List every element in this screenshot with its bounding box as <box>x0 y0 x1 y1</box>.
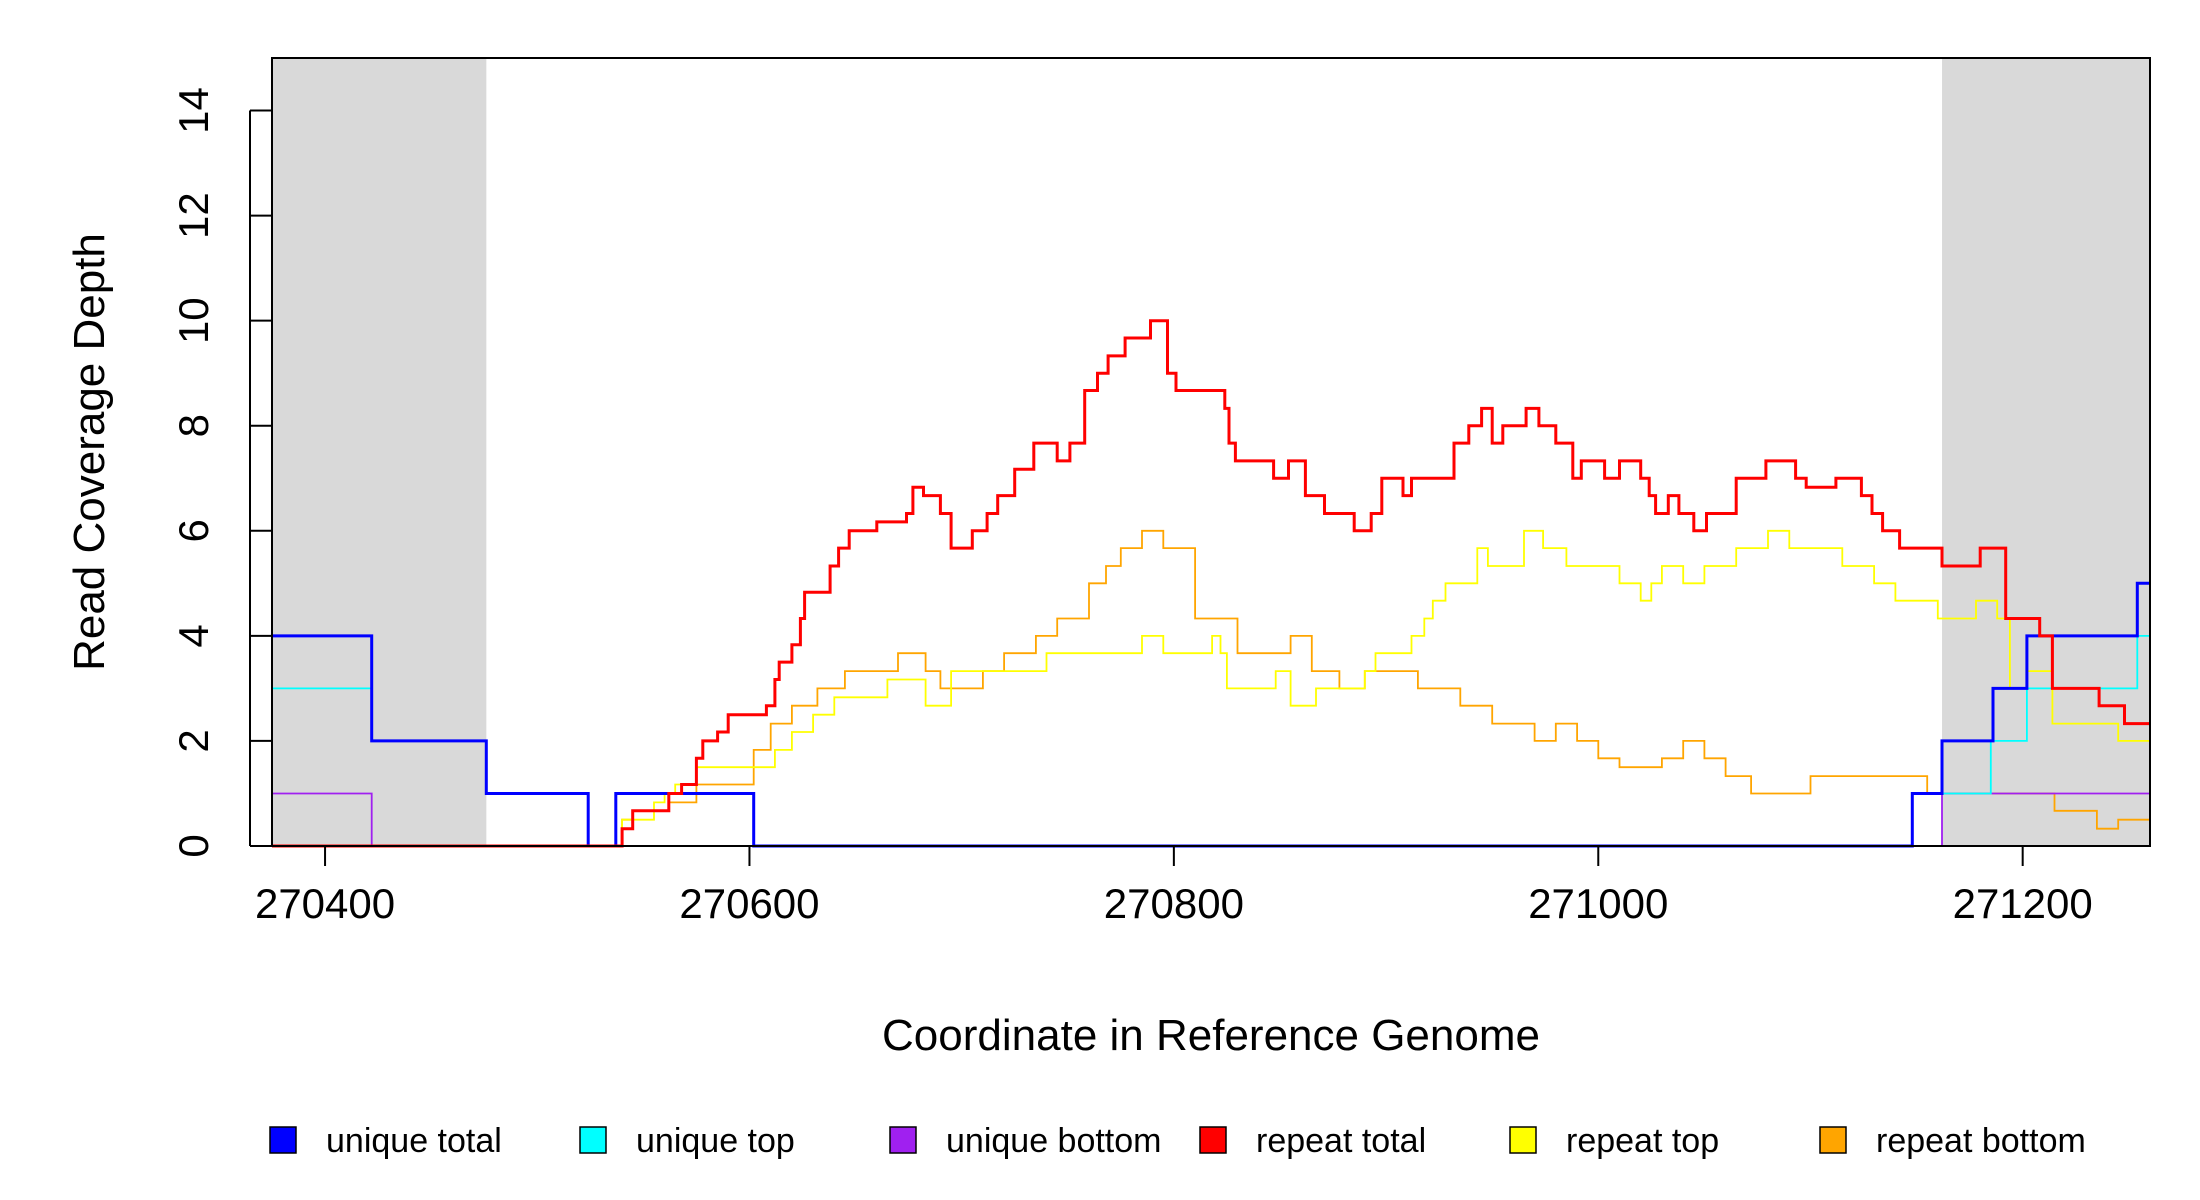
x-tick-label: 271200 <box>1953 880 2093 927</box>
series-repeat-bottom <box>272 529 2150 847</box>
shaded-region-1 <box>272 58 487 846</box>
y-tick-label: 12 <box>170 192 217 239</box>
x-tick-label: 270600 <box>679 880 819 927</box>
legend: unique total unique top unique bottom repea… <box>269 1122 2086 1160</box>
y-tick-label: 4 <box>170 624 217 647</box>
y-tick-label: 2 <box>170 729 217 752</box>
y-tick-label: 8 <box>170 414 217 437</box>
y-tick-label: 0 <box>170 834 217 857</box>
legend-label-repeat-bottom: repeat bottom <box>1876 1122 2086 1160</box>
x-axis-title: Coordinate in Reference Genome <box>882 1011 1540 1060</box>
legend-label-unique-top: unique top <box>636 1122 795 1160</box>
x-tick-label: 270800 <box>1104 880 1244 927</box>
legend-swatch-repeat-bottom <box>1819 1126 1847 1154</box>
legend-swatch-unique-bottom <box>889 1126 917 1154</box>
y-tick-label: 10 <box>170 297 217 344</box>
series-repeat-total <box>272 319 2150 848</box>
legend-swatch-repeat-total <box>1199 1126 1227 1154</box>
axes: 270400 270600 270800 271000 271200 0 2 4 6 8 10 12 1… <box>170 87 2093 927</box>
y-tick-label: 14 <box>170 87 217 134</box>
shaded-regions <box>272 58 2150 846</box>
y-axis-title: Read Coverage Depth <box>65 233 114 671</box>
legend-swatch-unique-top <box>579 1126 607 1154</box>
shaded-region-2 <box>1942 58 2150 846</box>
legend-swatch-repeat-top <box>1509 1126 1537 1154</box>
x-tick-label: 270400 <box>255 880 395 927</box>
legend-label-repeat-total: repeat total <box>1256 1122 1426 1160</box>
legend-swatch-unique-total <box>269 1126 297 1154</box>
legend-label-unique-bottom: unique bottom <box>946 1122 1162 1160</box>
y-tick-label: 6 <box>170 519 217 542</box>
legend-label-repeat-top: repeat top <box>1566 1122 1719 1160</box>
x-tick-label: 271000 <box>1528 880 1668 927</box>
legend-label-unique-total: unique total <box>326 1122 502 1160</box>
series-repeat-top <box>272 529 2150 847</box>
